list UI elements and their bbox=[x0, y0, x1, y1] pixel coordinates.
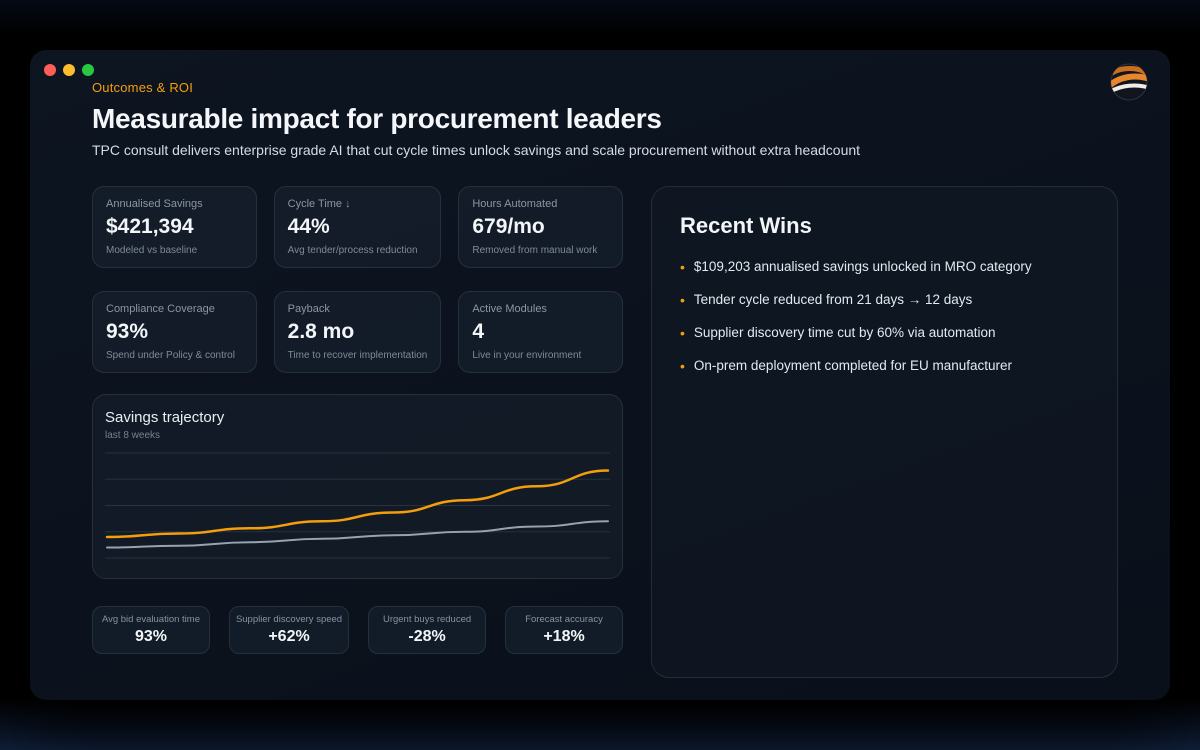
maximize-button[interactable] bbox=[82, 64, 94, 76]
close-button[interactable] bbox=[44, 64, 56, 76]
mini-stat-supplier-discovery: Supplier discovery speed +62% bbox=[228, 606, 350, 654]
recent-wins-title: Recent Wins bbox=[680, 213, 812, 238]
kpi-sub: Time to recover implementation bbox=[287, 350, 428, 361]
chart-line-baseline bbox=[105, 520, 610, 549]
company-logo-icon bbox=[1110, 63, 1148, 101]
kpi-grid: Annualised Savings $421,394 Modeled vs b… bbox=[92, 186, 623, 373]
kpi-sub: Avg tender/process reduction bbox=[287, 245, 418, 256]
kpi-sub: Live in your environment bbox=[472, 350, 582, 361]
mini-stat-label: Avg bid evaluation time bbox=[101, 614, 200, 625]
kpi-card-active-modules: Active Modules 4 Live in your environmen… bbox=[458, 291, 623, 373]
mini-stat-bid-evaluation: Avg bid evaluation time 93% bbox=[92, 606, 210, 654]
kpi-value: $421,394 bbox=[106, 215, 194, 238]
bullet-icon: • bbox=[680, 292, 685, 308]
kpi-label: Hours Automated bbox=[472, 198, 558, 210]
recent-wins-list: • $109,203 annualised savings unlocked i… bbox=[680, 257, 1089, 376]
kpi-label: Payback bbox=[287, 303, 330, 315]
kpi-sub: Modeled vs baseline bbox=[106, 245, 198, 256]
kpi-sub: Spend under Policy & control bbox=[106, 350, 235, 361]
minimize-button[interactable] bbox=[63, 64, 75, 76]
kpi-sub: Removed from manual work bbox=[472, 245, 598, 256]
chart-title: Savings trajectory bbox=[105, 409, 225, 426]
mini-stat-value: -28% bbox=[408, 628, 446, 645]
mini-stat-value: +18% bbox=[543, 628, 585, 645]
win-item: • On-prem deployment completed for EU ma… bbox=[680, 356, 1089, 376]
mini-stat-label: Forecast accuracy bbox=[525, 614, 603, 625]
kpi-card-annualised-savings: Annualised Savings $421,394 Modeled vs b… bbox=[92, 186, 257, 268]
recent-wins-panel: Recent Wins • $109,203 annualised saving… bbox=[651, 186, 1118, 678]
kpi-card-hours-automated: Hours Automated 679/mo Removed from manu… bbox=[458, 186, 623, 268]
savings-trajectory-card: Savings trajectory last 8 weeks bbox=[92, 394, 623, 579]
kpi-label: Cycle Time ↓ bbox=[287, 198, 351, 210]
mini-stats-row: Avg bid evaluation time 93% Supplier dis… bbox=[92, 606, 623, 654]
win-item: • Supplier discovery time cut by 60% via… bbox=[680, 323, 1089, 343]
bullet-icon: • bbox=[680, 325, 685, 341]
metrics-column: Annualised Savings $421,394 Modeled vs b… bbox=[92, 186, 623, 700]
win-text: On-prem deployment completed for EU manu… bbox=[693, 358, 1013, 373]
mini-stat-urgent-buys: Urgent buys reduced -28% bbox=[368, 606, 487, 654]
win-item: • Tender cycle reduced from 21 days → 12… bbox=[680, 290, 1089, 310]
win-text: Tender cycle reduced from 21 days → 12 d… bbox=[693, 292, 973, 307]
app-window: Outcomes & ROI Measurable impact for pro… bbox=[30, 50, 1170, 700]
kpi-card-payback: Payback 2.8 mo Time to recover implement… bbox=[273, 291, 442, 373]
mini-stat-value: +62% bbox=[268, 628, 310, 645]
kpi-label: Annualised Savings bbox=[106, 198, 203, 210]
main-content: Annualised Savings $421,394 Modeled vs b… bbox=[92, 186, 1118, 700]
mini-stat-label: Supplier discovery speed bbox=[235, 614, 343, 625]
mini-stat-forecast-accuracy: Forecast accuracy +18% bbox=[505, 606, 623, 654]
kpi-value: 4 bbox=[472, 320, 485, 343]
chart-line-savings bbox=[105, 469, 610, 539]
header: Outcomes & ROI Measurable impact for pro… bbox=[92, 80, 1080, 158]
kpi-value: 679/mo bbox=[472, 215, 545, 238]
window-controls bbox=[44, 64, 94, 76]
page-subtitle: TPC consult delivers enterprise grade AI… bbox=[92, 142, 861, 158]
chart-subtitle: last 8 weeks bbox=[105, 430, 161, 441]
kpi-card-compliance-coverage: Compliance Coverage 93% Spend under Poli… bbox=[92, 291, 257, 373]
mini-stat-label: Urgent buys reduced bbox=[382, 614, 472, 625]
win-item: • $109,203 annualised savings unlocked i… bbox=[680, 257, 1089, 277]
kpi-label: Compliance Coverage bbox=[106, 303, 215, 315]
kpi-value: 2.8 mo bbox=[287, 320, 355, 343]
page-title: Measurable impact for procurement leader… bbox=[92, 103, 662, 134]
kpi-value: 44% bbox=[287, 215, 330, 238]
kpi-card-cycle-time: Cycle Time ↓ 44% Avg tender/process redu… bbox=[273, 186, 442, 268]
win-text: $109,203 annualised savings unlocked in … bbox=[693, 259, 1032, 274]
savings-trajectory-chart bbox=[105, 452, 610, 559]
kpi-label: Active Modules bbox=[472, 303, 547, 315]
mini-stat-value: 93% bbox=[134, 628, 167, 645]
bullet-icon: • bbox=[680, 358, 685, 374]
section-eyebrow: Outcomes & ROI bbox=[92, 80, 194, 95]
bullet-icon: • bbox=[680, 259, 685, 275]
win-text: Supplier discovery time cut by 60% via a… bbox=[693, 325, 996, 340]
kpi-value: 93% bbox=[106, 320, 149, 343]
